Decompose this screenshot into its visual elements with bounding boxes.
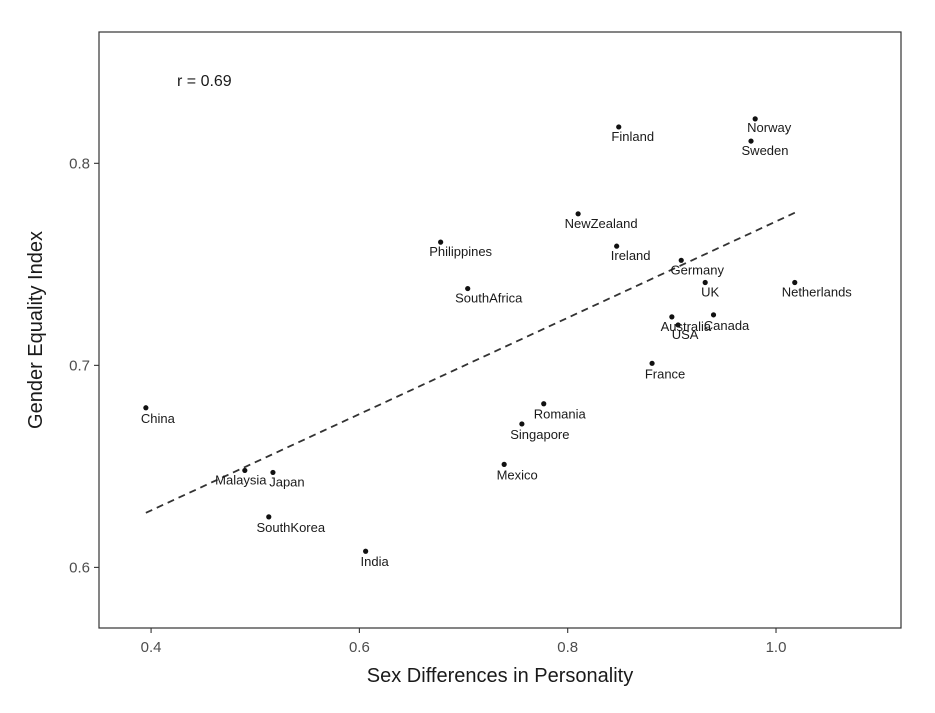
point-label: Romania [534,407,587,422]
point-label: Philippines [429,244,492,259]
point-label: Sweden [742,143,789,158]
data-point [575,211,581,217]
point-label: Australia [661,319,712,334]
point-label: Japan [269,474,304,489]
y-axis-title: Gender Equality Index [25,231,47,429]
data-point [675,322,681,328]
data-point [143,405,149,411]
data-point [266,514,272,520]
x-axis-title: Sex Differences in Personality [367,665,633,687]
point-label: NewZealand [565,216,638,231]
point-label: Finland [611,129,654,144]
data-point [501,461,507,467]
point-label: UK [701,285,719,300]
y-tick-label: 0.6 [69,559,90,576]
data-point [519,421,525,427]
y-tick-label: 0.7 [69,357,90,374]
point-label: Malaysia [215,472,267,487]
point-label: Norway [747,120,792,135]
plot-panel [98,31,902,629]
data-point [752,116,758,122]
data-point [465,285,471,292]
data-point [363,548,369,554]
point-label: Mexico [497,467,538,482]
point-label: SouthKorea [256,520,325,535]
point-label: Germany [670,262,724,277]
y-tick-label: 0.8 [69,155,90,172]
point-label: USA [672,327,699,342]
data-point [792,279,798,286]
data-point [678,257,684,263]
data-point [669,314,675,320]
data-point [702,279,708,286]
point-label: China [141,411,176,426]
point-label: India [361,554,390,569]
point-label: France [645,366,685,381]
x-tick-label: 1.0 [766,639,787,656]
data-point [710,312,717,318]
data-point [438,239,444,245]
data-point [748,138,754,144]
correlation-annotation: r = 0.69 [177,73,232,90]
point-label: SouthAfrica [455,291,523,306]
data-point [270,469,276,476]
data-point [614,243,620,249]
point-label: Netherlands [782,285,853,300]
data-point [242,467,248,474]
point-label: Singapore [510,427,569,442]
point-label: Canada [704,318,750,333]
x-tick-label: 0.4 [141,639,162,656]
data-point [616,124,622,130]
data-point [541,401,547,407]
data-point [649,360,655,366]
x-tick-label: 0.8 [557,639,578,656]
point-label: Ireland [611,248,651,263]
x-tick-label: 0.6 [349,639,370,656]
